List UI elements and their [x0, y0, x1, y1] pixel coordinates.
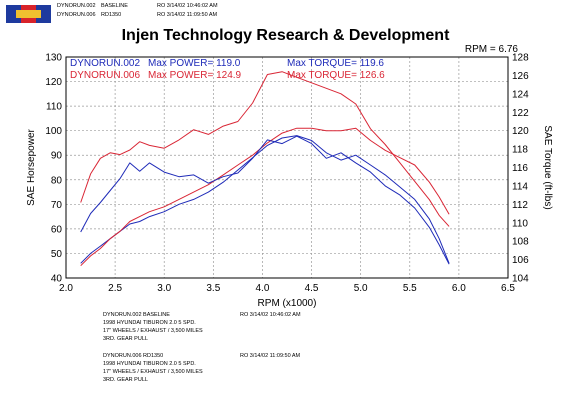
x-tick-label: 6.5 — [501, 283, 515, 294]
y-tick-label: 90 — [51, 151, 63, 162]
legend-run1-power: Max POWER= 119.0 — [148, 58, 241, 69]
y-tick-label: 60 — [51, 224, 63, 235]
y-tick-label: 100 — [45, 126, 62, 137]
y-tick-label: 70 — [51, 200, 63, 211]
header-run1: DYNORUN.002 BASELINE — [57, 3, 128, 10]
y2-tick-label: 108 — [512, 237, 529, 248]
y2-tick-label: 126 — [512, 71, 529, 82]
y2-tick-label: 104 — [512, 274, 529, 285]
x-tick-label: 5.5 — [403, 283, 417, 294]
y-axis-label: SAE Horsepower — [26, 128, 37, 205]
x-tick-label: 4.0 — [255, 283, 269, 294]
legend-run2-power: Max POWER= 124.9 — [148, 70, 242, 81]
y-tick-label: 130 — [45, 53, 62, 64]
note-line: 17" WHEELS / EXHAUST / 3,500 MILES — [103, 369, 203, 375]
note-line: 1998 HYUNDAI TIBURON 2.0 5 SPD. — [103, 320, 196, 326]
y2-tick-label: 124 — [512, 89, 529, 100]
legend-run2-file: DYNORUN.006 — [70, 70, 140, 81]
note-line: 3RD. GEAR PULL — [103, 336, 148, 342]
y2-tick-label: 110 — [512, 218, 528, 229]
note-line: 3RD. GEAR PULL — [103, 377, 148, 383]
y2-tick-label: 128 — [512, 53, 529, 64]
x-tick-label: 5.0 — [354, 283, 368, 294]
series-rd1350-power — [80, 127, 450, 267]
x-tick-label: 3.5 — [206, 283, 220, 294]
header-run2-info: RO 3/14/02 11:09:50 AM — [157, 12, 218, 18]
x-tick-label: 6.0 — [452, 283, 466, 294]
legend-run2-torque: Max TORQUE= 126.6 — [287, 70, 385, 81]
note-line: 17" WHEELS / EXHAUST / 3,500 MILES — [103, 328, 203, 334]
y-tick-label: 50 — [51, 249, 63, 260]
header-run2-file: DYNORUN.006 — [57, 12, 96, 18]
y2-tick-label: 122 — [512, 108, 529, 119]
y2-tick-label: 114 — [512, 181, 528, 192]
legend: DYNORUN.002 Max POWER= 119.0 Max TORQUE=… — [70, 58, 385, 81]
run2-notes: DYNORUN.006 RD1350 1998 HYUNDAI TIBURON … — [103, 352, 203, 384]
rpm-readout: RPM = 6.76 — [465, 44, 519, 55]
y2-axis-label: SAE Torque (ft-lbs) — [542, 125, 553, 209]
note-line: DYNORUN.006 RD1350 — [103, 353, 164, 359]
tick-labels: 2.0 2.5 3.0 3.5 4.0 4.5 5.0 5.5 6.0 6.5 40 50 60 70 80… — [45, 53, 529, 295]
chart-title: Injen Technology Research & Development — [121, 27, 450, 44]
y-tick-label: 40 — [51, 274, 63, 285]
y2-tick-label: 112 — [512, 200, 528, 211]
run1-note-info: RO 3/14/02 10:46:02 AM — [240, 312, 301, 318]
x-tick-label: 2.5 — [108, 283, 122, 294]
series-baseline-torque — [80, 135, 450, 265]
logo — [6, 5, 52, 23]
plot-frame — [65, 56, 509, 279]
header-run2: DYNORUN.006 RD1350 — [57, 12, 121, 19]
run1-notes: DYNORUN.002 BASELINE 1998 HYUNDAI TIBURO… — [103, 311, 203, 343]
x-axis-label: RPM (x1000) — [258, 298, 317, 309]
note-line: DYNORUN.002 BASELINE — [103, 312, 170, 318]
y-tick-label: 110 — [46, 102, 62, 113]
y2-tick-label: 116 — [512, 163, 528, 174]
x-tick-label: 4.5 — [305, 283, 319, 294]
header-run1-name: BASELINE — [101, 3, 128, 9]
y2-tick-label: 120 — [512, 126, 529, 137]
run2-note-info: RO 3/14/02 11:09:50 AM — [240, 353, 301, 359]
note-line: 1998 HYUNDAI TIBURON 2.0 5 SPD. — [103, 361, 196, 367]
y2-tick-label: 106 — [512, 255, 529, 266]
series-lines — [80, 71, 450, 267]
x-tick-label: 3.0 — [157, 283, 171, 294]
header-run1-file: DYNORUN.002 — [57, 3, 96, 9]
legend-run1-torque: Max TORQUE= 119.6 — [287, 58, 384, 69]
legend-run1-file: DYNORUN.002 — [70, 58, 140, 69]
grid — [66, 57, 508, 278]
y2-tick-label: 118 — [512, 145, 528, 156]
header-run2-name: RD1350 — [101, 12, 122, 18]
y-tick-label: 80 — [51, 175, 63, 186]
x-tick-label: 2.0 — [59, 283, 73, 294]
y-tick-label: 120 — [45, 77, 62, 88]
series-rd1350-torque — [80, 71, 450, 227]
header-run1-info: RO 3/14/02 10:46:02 AM — [157, 3, 218, 9]
